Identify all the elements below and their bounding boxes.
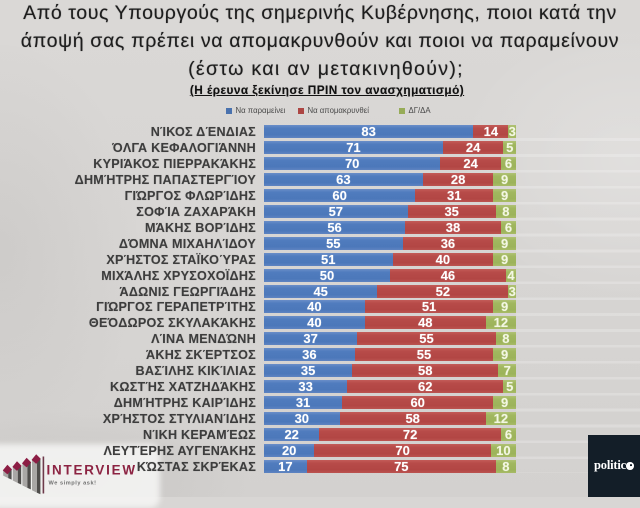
svg-text:We simply ask!: We simply ask! xyxy=(49,481,97,487)
svg-text:INTERVIEW: INTERVIEW xyxy=(47,463,137,478)
